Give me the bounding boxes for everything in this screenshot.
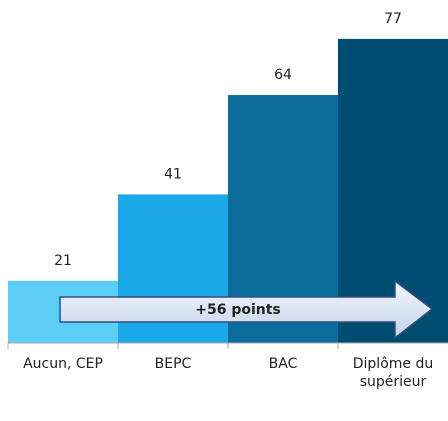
x-tick-label: Diplôme du supérieur — [352, 356, 434, 390]
x-tick-label: BAC — [268, 356, 298, 372]
arrow — [59, 279, 434, 340]
value-label: 64 — [274, 67, 292, 83]
annotation: +56 points — [195, 302, 281, 318]
value-label: 41 — [164, 166, 182, 182]
value-label: 77 — [384, 11, 402, 27]
x-tick-label: BEPC — [154, 356, 192, 372]
bar — [338, 38, 448, 344]
value-label: 21 — [54, 253, 72, 269]
x-tick-label: Aucun, CEP — [23, 356, 103, 372]
